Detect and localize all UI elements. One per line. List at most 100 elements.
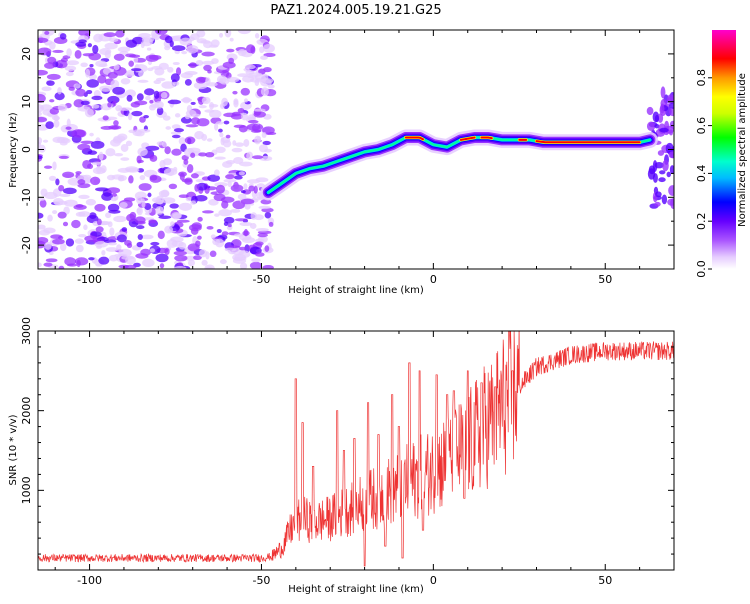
spectrogram-edge-blob [669, 120, 674, 129]
spectrogram-noise-blob [58, 155, 69, 159]
spectrogram-noise-blob [38, 104, 45, 113]
spectrogram-noise-blob [45, 121, 54, 130]
spectrogram-noise-blob [223, 179, 237, 183]
spectrogram-noise-blob [260, 55, 268, 60]
spectrogram-noise-blob [71, 129, 86, 138]
spectrogram-hot-red [535, 140, 641, 144]
colorbar-gradient [712, 30, 736, 269]
spectrogram-noise-blob [250, 212, 257, 220]
spectrogram-noise-blob [198, 105, 207, 109]
spectrogram-noise-blob [44, 62, 56, 69]
spectrogram-noise-blob [113, 120, 119, 126]
spectrogram-noise-blob [193, 255, 202, 261]
snr-xlabel: Height of straight line (km) [288, 584, 424, 595]
spectrogram-noise-blob [243, 183, 248, 190]
spectrogram-noise-blob [125, 89, 137, 98]
spectrogram-noise-blob [44, 191, 58, 200]
spectrogram-noise-blob [243, 98, 249, 103]
spectrogram-noise-blob [107, 242, 118, 246]
spectrogram-noise-blob [106, 187, 121, 194]
spectrogram-noise-blob [202, 210, 214, 214]
spectrogram-noise-blob [136, 225, 145, 230]
colorbar-tick-label: 0.6 [695, 117, 708, 135]
spectrogram-noise-blob [105, 212, 112, 219]
spectrogram-noise-blob [170, 131, 182, 135]
spectrogram-noise-blob [145, 95, 151, 101]
spectrogram-noise-blob [158, 190, 170, 198]
spectrogram-noise-blob [219, 32, 224, 38]
spectrogram-noise-blob [107, 203, 120, 212]
spectrogram-noise-blob [46, 73, 61, 80]
spectrogram-noise-blob [75, 244, 84, 253]
spectrogram-noise-blob [214, 169, 220, 176]
spectrogram-noise-blob [147, 67, 154, 72]
spectrogram-edge-blob [658, 177, 666, 183]
spectrogram-noise-blob [205, 266, 213, 269]
spectrogram-noise-blob [176, 219, 190, 223]
spectrogram-noise-blob [137, 234, 143, 240]
spectrogram-noise-blob [147, 192, 152, 198]
spectrogram-edge-blob [668, 185, 674, 196]
spectrogram-noise-blob [244, 64, 256, 70]
spectrogram-edge-blob [654, 114, 660, 123]
spectrogram-noise-blob [181, 50, 188, 55]
spectrogram-noise-blob [109, 227, 115, 236]
spectrogram-noise-blob [103, 32, 117, 38]
spectrogram-noise-blob [125, 53, 137, 58]
spectrogram-noise-blob [49, 108, 60, 115]
spectrogram-noise-blob [249, 261, 262, 269]
spectrogram-noise-blob [216, 229, 222, 234]
spectrogram-noise-blob [120, 143, 129, 152]
spectrogram-noise-blob [169, 203, 179, 209]
colorbar-tick-label: 0.0 [695, 260, 708, 278]
spectrogram-noise-blob [193, 81, 208, 90]
spectrogram-noise-blob [159, 263, 165, 269]
spectrogram-noise-blob [219, 132, 224, 138]
spectrogram-noise-blob [140, 41, 145, 49]
spectrogram-noise-blob [256, 135, 262, 142]
spectrogram-noise-blob [52, 161, 57, 171]
spectrogram-noise-blob [255, 252, 265, 257]
spectrogram-noise-blob [75, 211, 86, 217]
x-tick-label: -100 [77, 273, 102, 286]
spectrogram-noise-blob [206, 138, 213, 142]
spectrogram-edge-blob [655, 191, 662, 198]
spectrogram-edge-blob [668, 151, 674, 159]
spectrogram-noise-blob [173, 250, 187, 256]
spectrogram-hot-red [480, 136, 493, 140]
spectrogram-noise-blob [184, 136, 196, 145]
spectrogram-noise-blob [253, 185, 258, 194]
snr-panel: -100 -50 0 50 1000 2000 3000 Height of straigh… [8, 317, 675, 595]
spectrogram-edge-blob [670, 198, 674, 209]
spectrogram-noise-blob [168, 183, 178, 190]
spectrogram-noise-blob [153, 90, 160, 99]
spectrogram-noise-blob [60, 138, 71, 144]
spectrogram-noise-blob [251, 155, 264, 160]
spectrogram-edge-blob [662, 159, 669, 172]
spectrogram-edge-blob [654, 201, 661, 207]
spectrogram-noise-blob [178, 241, 187, 250]
spectrogram-noise-blob [88, 52, 102, 61]
spectrogram-noise-blob [136, 241, 144, 248]
spectrogram-noise-blob [125, 255, 136, 265]
spectrogram-noise-blob [38, 262, 42, 268]
spectrogram-noise-blob [97, 75, 107, 84]
colorbar: 0.0 0.2 0.4 0.6 0.8 Normalized spectral ampl… [695, 30, 748, 278]
spectrogram-noise-blob [104, 42, 118, 50]
spectrogram-noise-blob [52, 210, 58, 215]
spectrogram-noise-blob [89, 64, 94, 68]
spectrogram-noise-blob [50, 234, 63, 240]
spectrogram-noise-blob [38, 47, 52, 56]
spectrogram-noise-blob [66, 60, 80, 66]
spectrogram-noise-blob [84, 108, 94, 118]
spectrogram-edge-blob [652, 160, 658, 172]
spectrogram-noise-blob [137, 168, 145, 173]
spectrogram-noise-blob [238, 171, 245, 176]
colorbar-label: Normalized spectral amplitude [737, 73, 748, 227]
spectrogram-edge-blob [657, 150, 665, 156]
spectrogram-noise-blob [201, 259, 208, 266]
spectrogram-noise-blob [55, 178, 60, 186]
spectrogram-noise-blob [210, 234, 216, 239]
spectrogram-noise-blob [188, 62, 197, 69]
